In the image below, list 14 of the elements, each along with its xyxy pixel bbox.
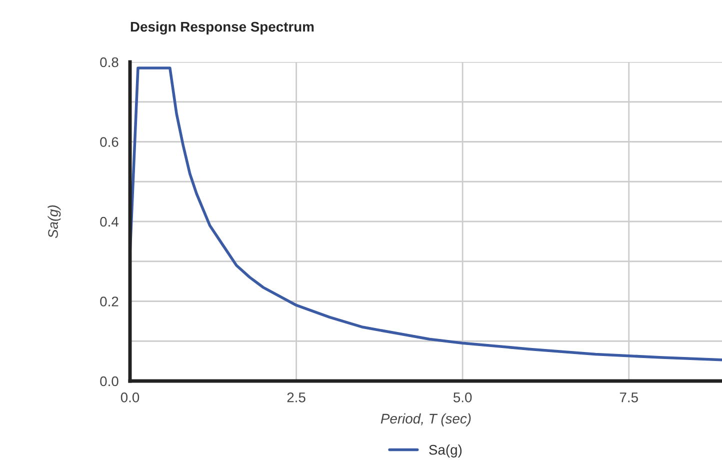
- y-axis-title: Sa(g): [48, 205, 61, 238]
- y-tick-label: 0.8: [100, 57, 118, 68]
- chart-title: Design Response Spectrum: [130, 21, 314, 35]
- x-tick-label: 2.5: [287, 392, 306, 402]
- y-tick-label: 0.4: [100, 216, 118, 227]
- y-tick-label: 0.6: [100, 137, 118, 147]
- legend-label: Sa(g): [429, 444, 462, 458]
- x-tick-label: 0.0: [120, 392, 140, 402]
- x-axis-title: Period, T (sec): [380, 413, 471, 426]
- x-tick-label: 5.0: [453, 392, 472, 402]
- y-tick-label: 0.2: [100, 296, 118, 306]
- line-series: [130, 66, 722, 362]
- y-tick-label: 0.0: [100, 376, 118, 386]
- x-tick-label: 7.5: [620, 392, 638, 402]
